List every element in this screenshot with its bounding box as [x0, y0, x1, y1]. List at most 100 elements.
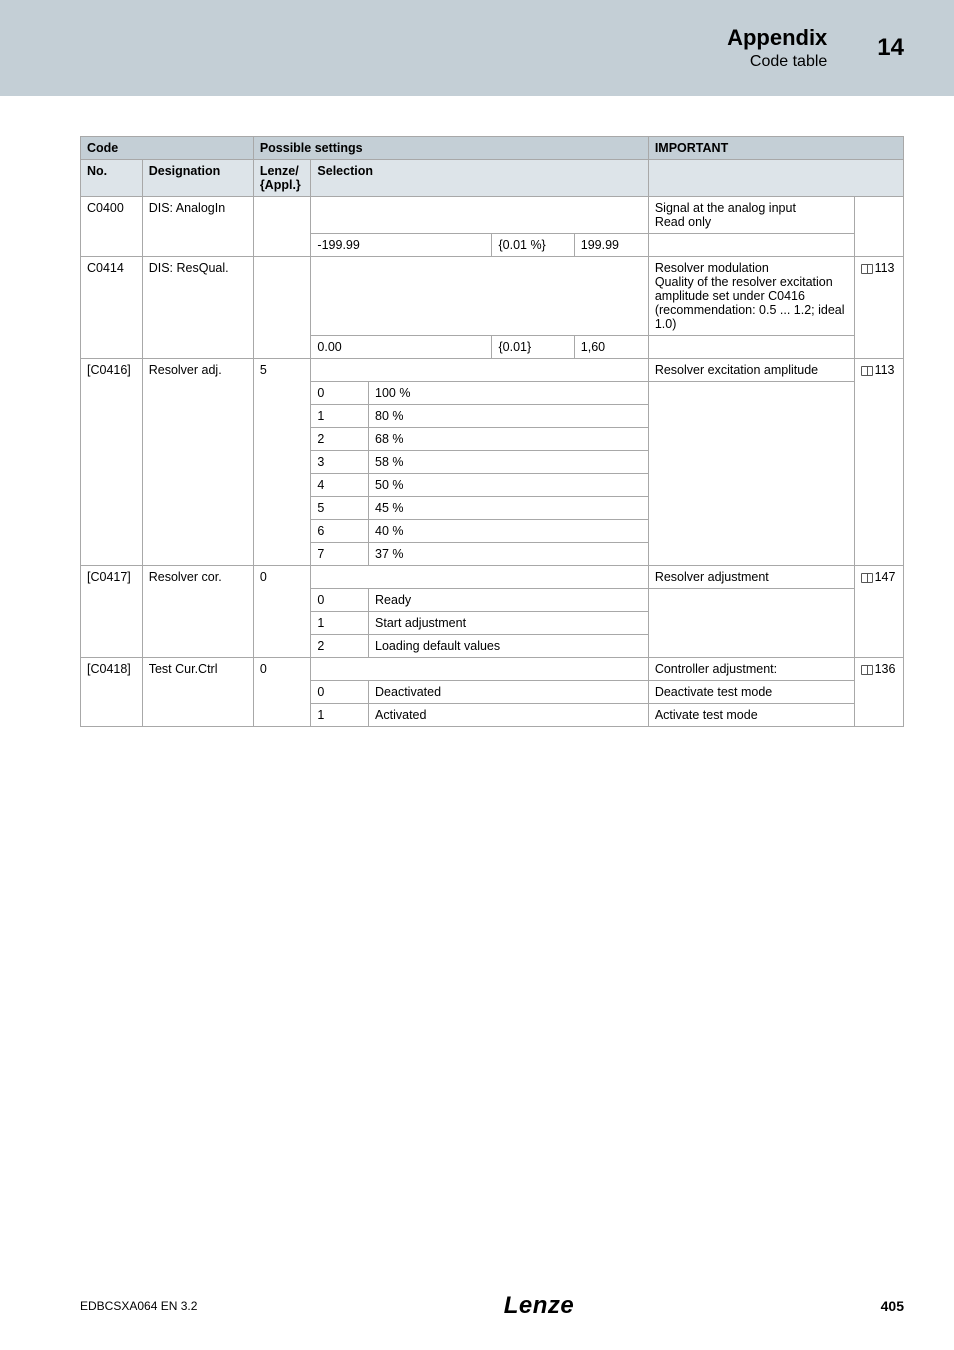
opt-note: Activate test mode [648, 704, 854, 727]
book-icon [861, 573, 873, 583]
c0414-min: 0.00 [311, 336, 492, 359]
c0418-des: Test Cur.Ctrl [142, 658, 253, 727]
col-important: IMPORTANT [648, 137, 903, 160]
c0417-ref-num: 147 [875, 570, 896, 584]
book-icon [861, 264, 873, 274]
c0414-no: C0414 [81, 257, 143, 359]
opt-key: 2 [311, 635, 369, 658]
c0417-imp: Resolver adjustment [648, 566, 854, 589]
c0418-imp: Controller adjustment: [648, 658, 854, 681]
opt-val: 45 % [369, 497, 649, 520]
c0416-sel-empty [311, 359, 648, 382]
header-subtitle: Code table [727, 53, 827, 71]
header-band: Appendix Code table 14 [0, 0, 954, 96]
c0414-ref-num: 113 [875, 261, 895, 275]
col-important-empty [648, 160, 903, 197]
c0414-imp: Resolver modulation Quality of the resol… [648, 257, 854, 336]
header-row-1: Code Possible settings IMPORTANT [81, 137, 904, 160]
col-no: No. [81, 160, 143, 197]
opt-val: 68 % [369, 428, 649, 451]
c0416-lenze: 5 [253, 359, 311, 566]
c0400-sel-empty [311, 197, 648, 234]
footer-doc: EDBCSXA064 EN 3.2 [80, 1299, 197, 1313]
book-icon [861, 665, 873, 675]
opt-key: 4 [311, 474, 369, 497]
opt-val: 58 % [369, 451, 649, 474]
header-text: Appendix Code table [727, 25, 827, 71]
footer-logo: Lenze [504, 1292, 575, 1320]
c0417-imp-span [648, 589, 854, 658]
opt-key: 1 [311, 612, 369, 635]
c0418-sel-empty [311, 658, 648, 681]
row-c0417: [C0417] Resolver cor. 0 Resolver adjustm… [81, 566, 904, 589]
opt-val: 37 % [369, 543, 649, 566]
book-icon [861, 366, 873, 376]
col-code: Code [81, 137, 254, 160]
c0414-lenze [253, 257, 311, 359]
c0417-ref: 147 [854, 566, 903, 658]
opt-val: 100 % [369, 382, 649, 405]
c0414-max: 1,60 [574, 336, 648, 359]
col-designation: Designation [142, 160, 253, 197]
c0400-max: 199.99 [574, 234, 648, 257]
c0400-min: -199.99 [311, 234, 492, 257]
code-table: Code Possible settings IMPORTANT No. Des… [80, 136, 904, 727]
c0414-step: {0.01} [492, 336, 574, 359]
c0400-step: {0.01 %} [492, 234, 574, 257]
opt-key: 1 [311, 704, 369, 727]
opt-key: 7 [311, 543, 369, 566]
c0417-des: Resolver cor. [142, 566, 253, 658]
c0418-ref: 136 [854, 658, 903, 727]
opt-val: Activated [369, 704, 649, 727]
c0400-ref [854, 197, 903, 257]
col-possible: Possible settings [253, 137, 648, 160]
opt-key: 1 [311, 405, 369, 428]
row-c0414: C0414 DIS: ResQual. Resolver modulation … [81, 257, 904, 336]
opt-val: Deactivated [369, 681, 649, 704]
c0417-sel-empty [311, 566, 648, 589]
opt-val: 40 % [369, 520, 649, 543]
opt-val: 80 % [369, 405, 649, 428]
c0416-no: [C0416] [81, 359, 143, 566]
row-c0416: [C0416] Resolver adj. 5 Resolver excitat… [81, 359, 904, 382]
opt-val: Ready [369, 589, 649, 612]
opt-key: 3 [311, 451, 369, 474]
c0414-ref: 113 [854, 257, 903, 359]
c0416-imp-span [648, 382, 854, 566]
header-number: 14 [877, 34, 904, 62]
opt-key: 5 [311, 497, 369, 520]
c0418-no: [C0418] [81, 658, 143, 727]
col-selection: Selection [311, 160, 648, 197]
opt-val: Loading default values [369, 635, 649, 658]
c0418-lenze: 0 [253, 658, 311, 727]
footer: EDBCSXA064 EN 3.2 Lenze 405 [0, 1292, 954, 1320]
c0400-imp: Signal at the analog input Read only [648, 197, 854, 234]
c0400-des: DIS: AnalogIn [142, 197, 253, 257]
c0417-lenze: 0 [253, 566, 311, 658]
opt-key: 6 [311, 520, 369, 543]
row-c0418: [C0418] Test Cur.Ctrl 0 Controller adjus… [81, 658, 904, 681]
c0414-sel-empty [311, 257, 648, 336]
c0400-lenze [253, 197, 311, 257]
row-c0400: C0400 DIS: AnalogIn Signal at the analog… [81, 197, 904, 234]
content-area: Code Possible settings IMPORTANT No. Des… [0, 96, 954, 727]
footer-page: 405 [881, 1298, 904, 1314]
opt-val: 50 % [369, 474, 649, 497]
c0400-no: C0400 [81, 197, 143, 257]
header-row-2: No. Designation Lenze/ {Appl.} Selection [81, 160, 904, 197]
c0417-no: [C0417] [81, 566, 143, 658]
c0416-ref-num: 113 [875, 363, 895, 377]
opt-note: Deactivate test mode [648, 681, 854, 704]
c0418-ref-num: 136 [875, 662, 896, 676]
c0416-des: Resolver adj. [142, 359, 253, 566]
c0414-imp2 [648, 336, 854, 359]
opt-key: 0 [311, 589, 369, 612]
header-title: Appendix [727, 25, 827, 51]
c0416-ref: 113 [854, 359, 903, 566]
col-lenze: Lenze/ {Appl.} [253, 160, 311, 197]
opt-key: 2 [311, 428, 369, 451]
c0416-imp: Resolver excitation amplitude [648, 359, 854, 382]
opt-val: Start adjustment [369, 612, 649, 635]
c0414-des: DIS: ResQual. [142, 257, 253, 359]
opt-key: 0 [311, 382, 369, 405]
